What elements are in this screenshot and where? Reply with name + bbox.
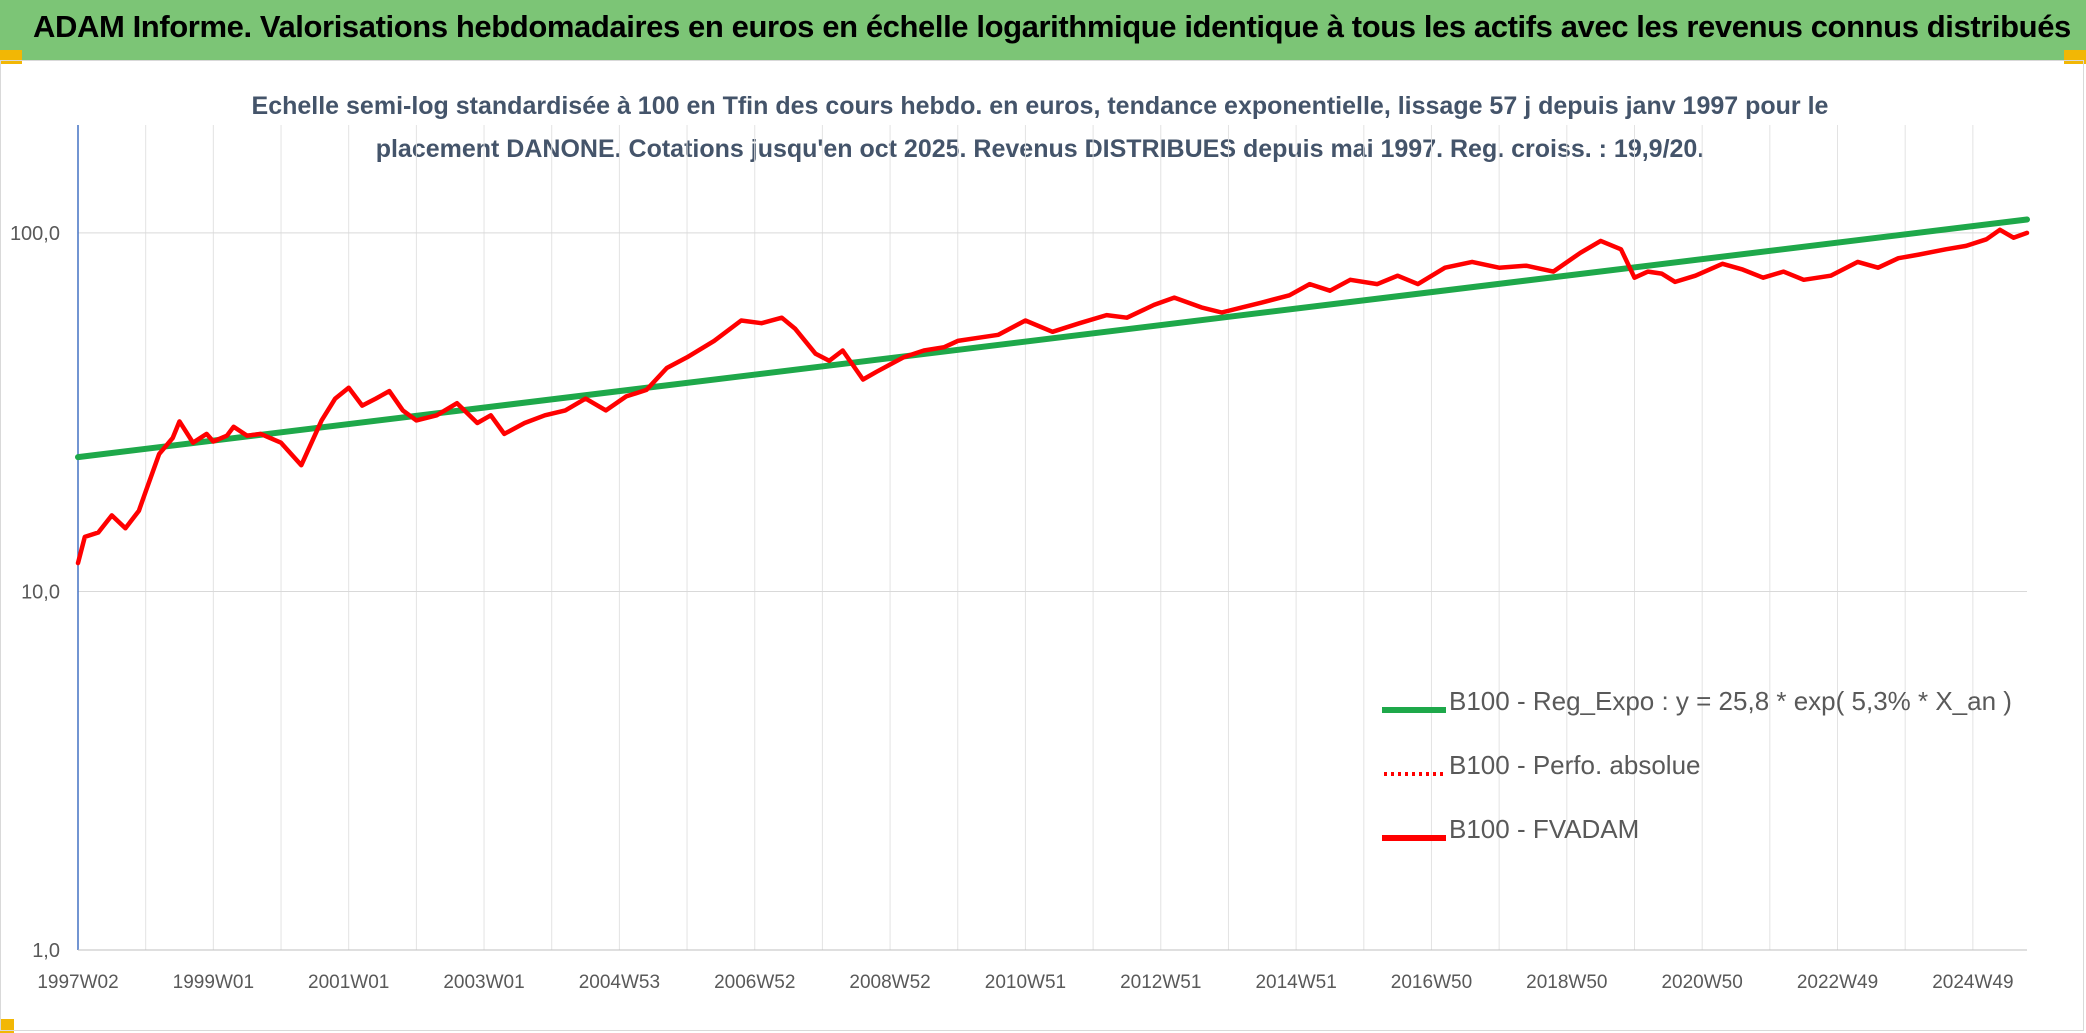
x-tick-label: 2003W01 — [443, 972, 524, 993]
axes — [77, 125, 2027, 951]
x-tick-label: 2020W50 — [1661, 972, 1742, 993]
x-tick-label: 2022W49 — [1797, 972, 1878, 993]
legend-item-fvadam[interactable]: B100 - FVADAM — [1382, 810, 2062, 850]
title-banner: ADAM Informe. Valorisations hebdomadaire… — [0, 0, 2086, 61]
series-line-regression — [75, 216, 2030, 461]
x-tick-label: 2024W49 — [1932, 972, 2013, 993]
legend-item-regression[interactable]: B100 - Reg_Expo : y = 25,8 * exp( 5,3% *… — [1382, 682, 2062, 722]
chart-title: Echelle semi-log standardisée à 100 en T… — [251, 92, 1829, 163]
y-tick-label: 10,0 — [21, 581, 60, 603]
x-tick-label: 2018W50 — [1526, 972, 1607, 993]
series-line-fvadam — [75, 227, 2030, 566]
legend-label-regression: B100 - Reg_Expo : y = 25,8 * exp( 5,3% *… — [1449, 686, 2012, 716]
y-tick-label: 100,0 — [10, 223, 60, 245]
x-tick-label: 2001W01 — [308, 972, 389, 993]
legend-swatch-fvadam — [1382, 835, 1446, 841]
x-tick-label: 2006W52 — [714, 972, 795, 993]
y-tick-label: 1,0 — [32, 940, 60, 962]
x-tick-label: 1997W02 — [37, 972, 118, 993]
legend-swatch-perfo-absolue — [1384, 772, 1444, 776]
x-tick-label: 1999W01 — [173, 972, 254, 993]
x-tick-label: 2010W51 — [985, 972, 1066, 993]
legend-swatch-regression — [1382, 707, 1446, 713]
legend-label-perfo-absolue: B100 - Perfo. absolue — [1449, 750, 1701, 780]
chart-legend: B100 - Reg_Expo : y = 25,8 * exp( 5,3% *… — [1382, 682, 2062, 882]
x-tick-label: 2016W50 — [1391, 972, 1472, 993]
chart-frame — [0, 60, 2084, 1031]
gridlines — [77, 125, 2027, 951]
x-tick-label: 2008W52 — [849, 972, 930, 993]
tick-labels: 1997W02 1999W01 2001W01 2003W01 2004W53 2006W… — [10, 223, 2014, 993]
x-tick-label: 2014W51 — [1255, 972, 1336, 993]
report-title: ADAM Informe. Valorisations hebdomadaire… — [33, 9, 2071, 44]
legend-item-perfo-absolue[interactable]: B100 - Perfo. absolue — [1382, 746, 2062, 786]
series — [75, 216, 2030, 566]
x-tick-label: 2004W53 — [579, 972, 660, 993]
x-tick-label: 2012W51 — [1120, 972, 1201, 993]
legend-label-fvadam: B100 - FVADAM — [1449, 814, 1640, 844]
corner-marker-bottom-left — [0, 1019, 14, 1033]
